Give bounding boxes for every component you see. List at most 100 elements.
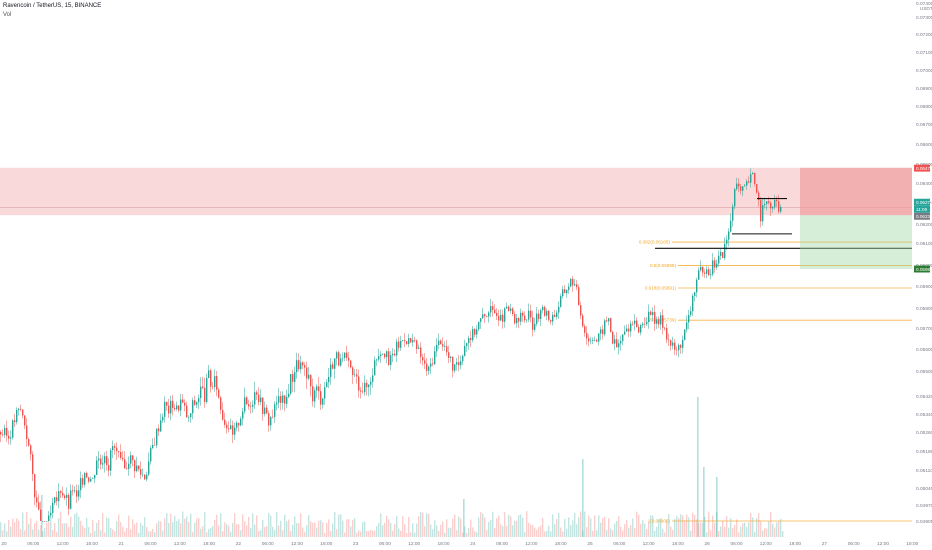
volume-bar [704, 516, 706, 537]
volume-bar [230, 531, 232, 537]
volume-bar [600, 522, 602, 537]
volume-bar [258, 531, 260, 537]
candle-body [426, 363, 428, 371]
candle-body [624, 331, 626, 335]
volume-bar [672, 529, 674, 537]
candle-body [312, 386, 314, 402]
candle-body [334, 358, 336, 369]
volume-bar [24, 530, 26, 537]
candle-body [190, 413, 192, 418]
volume-bar [308, 515, 310, 537]
candle-body [628, 328, 630, 332]
candle-body [318, 386, 320, 392]
volume-bar [524, 532, 526, 537]
volume-bar [630, 525, 632, 537]
volume-bar [718, 530, 720, 537]
y-tick-label: 0.06100 [916, 241, 932, 247]
candle-body [588, 338, 590, 342]
candle-body [470, 338, 472, 341]
candle-body [128, 463, 130, 469]
volume-bar [74, 514, 76, 537]
candle-body [342, 357, 344, 359]
candle-body [58, 491, 60, 502]
volume-bar [510, 516, 512, 537]
volume-bar [318, 520, 320, 537]
volume-bar [572, 520, 574, 537]
volume-bar [340, 514, 342, 537]
candle-body [684, 329, 686, 340]
candle-body [390, 355, 392, 365]
volume-bar [680, 514, 682, 537]
volume-bar [302, 527, 304, 537]
candle-body [544, 307, 546, 316]
candle-body [24, 415, 26, 426]
candle-body [424, 360, 426, 364]
candle-body [668, 339, 670, 341]
volume-bar [156, 523, 158, 537]
candle-body [730, 220, 732, 232]
candle-body [252, 404, 254, 407]
candle-body [662, 315, 664, 328]
candle-body [648, 311, 650, 323]
candle-body [398, 341, 400, 348]
candle-body [198, 398, 200, 403]
candle-body [446, 346, 448, 353]
candle-body [332, 364, 334, 369]
candle-body [28, 439, 30, 446]
candle-body [416, 340, 418, 349]
volume-bar [638, 514, 640, 537]
volume-bar [746, 526, 748, 537]
candle-body [678, 344, 680, 351]
candle-body [182, 399, 184, 403]
y-tick-label: 0.07100 [916, 50, 932, 56]
candle-body [216, 376, 218, 390]
volume-bar [400, 530, 402, 537]
volume-bar [644, 523, 646, 537]
candle-body [706, 269, 708, 274]
volume-bar [192, 531, 194, 537]
candle-body [300, 362, 302, 370]
price-tag [914, 265, 930, 273]
candle-body [474, 329, 476, 335]
y-tick-label: 0.06800 [916, 104, 932, 110]
volume-bar [582, 530, 584, 537]
x-tick-label: 12:00 [408, 541, 420, 547]
volume-bar [4, 523, 6, 537]
volume-bar [66, 523, 68, 537]
x-tick-label: 12:00 [174, 541, 186, 547]
candle-body [422, 356, 424, 361]
volume-bar [376, 526, 378, 537]
candle-body [514, 314, 516, 324]
volume-bar [458, 516, 460, 537]
candle-body [64, 495, 66, 498]
candle-body [592, 339, 594, 341]
candle-body [472, 329, 474, 341]
volume-bar [312, 522, 314, 537]
volume-label[interactable]: Vol [3, 12, 12, 18]
candle-body [722, 252, 724, 259]
y-tick-label: 0.04970 [916, 503, 932, 509]
candle-body [670, 340, 672, 346]
volume-bar [544, 531, 546, 537]
volume-bar [488, 521, 490, 537]
volume-bar [650, 515, 652, 537]
price-tag [914, 205, 930, 213]
candle-body [112, 446, 114, 451]
candle-body [578, 287, 580, 306]
volume-bar [386, 515, 388, 537]
candle-body [732, 206, 734, 221]
volume-bar [114, 531, 116, 537]
volume-bar [158, 521, 160, 537]
candle-body [32, 454, 34, 475]
candle-body [364, 382, 366, 393]
volume-bar [284, 514, 286, 537]
volume-bar [518, 515, 520, 537]
candle-body [212, 386, 214, 388]
volume-bar [722, 521, 724, 537]
candle-body [234, 427, 236, 435]
candle-body [776, 200, 778, 202]
x-tick-label: 06:00 [730, 541, 742, 547]
candle-body [778, 201, 780, 212]
volume-bar [294, 516, 296, 537]
